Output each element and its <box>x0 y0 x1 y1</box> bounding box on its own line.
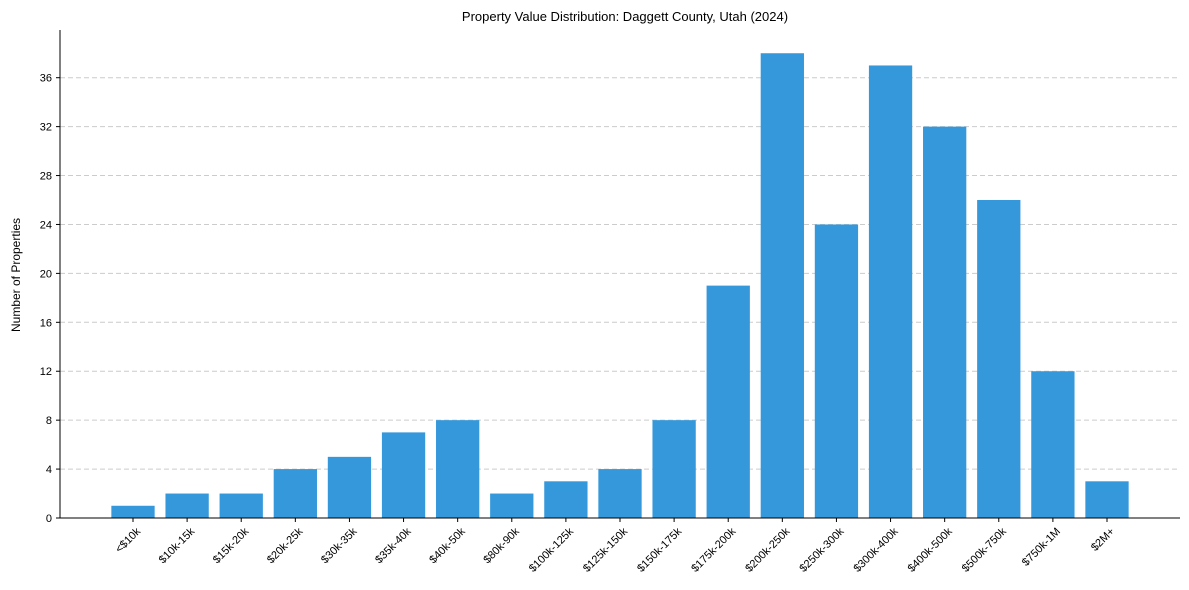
y-tick-label: 12 <box>40 366 52 378</box>
bar-13 <box>814 224 859 518</box>
x-axis-ticks: <$10k $10k-15k $15k-20k $20k-25k $30k-35k $35… <box>113 518 1117 575</box>
x-tick-label: $40k-50k <box>427 525 468 566</box>
y-axis-label: Number of Properties <box>9 218 23 332</box>
y-tick-label: 4 <box>46 464 52 476</box>
bar-14 <box>868 65 913 518</box>
x-tick-label: $500k-750k <box>960 525 1009 574</box>
y-tick-label: 28 <box>40 171 52 183</box>
x-tick-label: $400k-500k <box>906 525 955 574</box>
y-tick-label: 36 <box>40 73 52 85</box>
bar-6 <box>436 420 480 518</box>
bar-0 <box>111 505 155 518</box>
x-tick-label: $80k-90k <box>481 525 522 566</box>
x-tick-label: $125k-150k <box>581 525 630 574</box>
bar-4 <box>327 456 372 518</box>
bars <box>111 53 1129 518</box>
bar-16 <box>977 200 1021 518</box>
x-tick-label: $250k-300k <box>797 525 846 574</box>
bar-2 <box>219 493 263 518</box>
bar-17 <box>1031 371 1075 518</box>
x-tick-label: $175k-200k <box>689 525 738 574</box>
x-tick-label: $2M+ <box>1089 526 1117 554</box>
x-tick-label: $300k-400k <box>852 525 901 574</box>
x-tick-label: $150k-175k <box>635 525 684 574</box>
x-tick-label: $10k-15k <box>157 525 198 566</box>
y-tick-label: 0 <box>46 513 52 525</box>
bar-5 <box>381 432 426 518</box>
bar-15 <box>923 126 967 518</box>
y-tick-label: 32 <box>40 122 52 134</box>
bar-12 <box>760 53 804 518</box>
bar-9 <box>598 469 642 518</box>
x-tick-label: $15k-20k <box>211 525 252 566</box>
x-tick-label: $100k-125k <box>527 525 576 574</box>
bar-3 <box>273 469 317 518</box>
y-axis-ticks: 0 4 8 12 16 20 24 28 32 36 <box>40 73 60 525</box>
bar-7 <box>490 493 534 518</box>
y-tick-label: 8 <box>46 415 52 427</box>
chart-title: Property Value Distribution: Daggett Cou… <box>462 9 788 24</box>
x-tick-label: $20k-25k <box>265 525 306 566</box>
bar-1 <box>165 493 209 518</box>
bar-10 <box>652 420 696 518</box>
y-tick-label: 20 <box>40 268 52 280</box>
y-tick-label: 16 <box>40 317 52 329</box>
bar-18 <box>1085 481 1129 518</box>
x-tick-label: $750k-1M <box>1020 526 1063 569</box>
x-tick-label: $35k-40k <box>373 525 414 566</box>
x-tick-label: <$10k <box>113 525 143 555</box>
gridlines <box>60 77 1180 470</box>
bar-8 <box>544 481 588 518</box>
x-tick-label: $200k-250k <box>743 525 792 574</box>
bar-11 <box>706 285 750 518</box>
x-tick-label: $30k-35k <box>319 525 360 566</box>
y-tick-label: 24 <box>40 219 52 231</box>
